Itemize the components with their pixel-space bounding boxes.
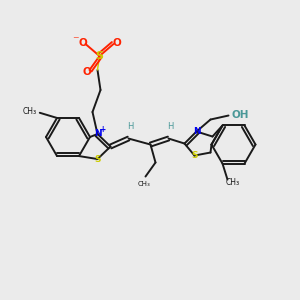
Text: CH₃: CH₃ (22, 107, 37, 116)
Text: CH₃: CH₃ (225, 178, 240, 187)
Text: OH: OH (232, 110, 249, 119)
Text: O: O (112, 38, 121, 48)
Text: H: H (167, 122, 174, 130)
Text: N: N (94, 130, 101, 139)
Text: O: O (82, 67, 91, 77)
Text: O: O (78, 38, 87, 48)
Text: +: + (99, 125, 106, 134)
Text: ⁻: ⁻ (72, 34, 79, 47)
Text: S: S (94, 154, 101, 164)
Text: S: S (191, 151, 198, 160)
Text: S: S (95, 51, 104, 61)
Text: H: H (127, 122, 134, 130)
Text: N: N (193, 127, 200, 136)
Text: CH₃: CH₃ (137, 181, 150, 187)
